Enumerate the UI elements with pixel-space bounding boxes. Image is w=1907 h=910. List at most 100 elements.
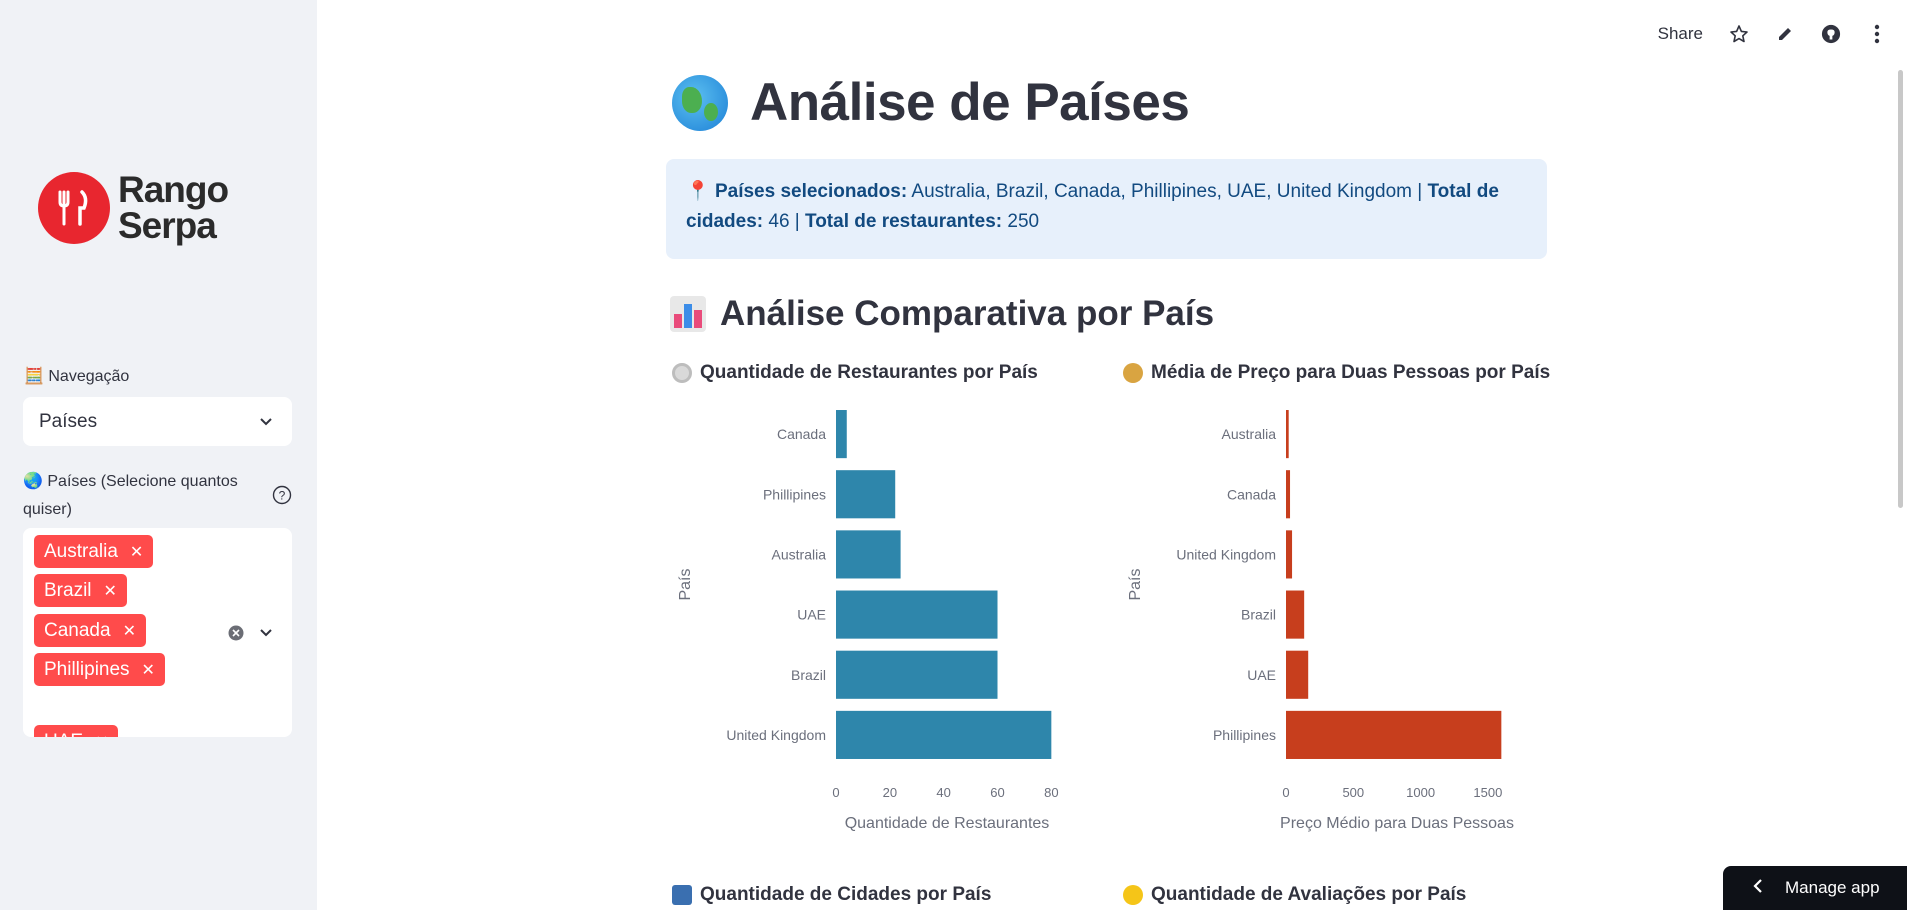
star-rating-icon [1123,885,1143,905]
chart-svg: Australia Canada United Kingdom Brazil UAE Ph… [1127,410,1514,832]
x-tick-label: 1000 [1406,785,1435,800]
remove-tag-icon[interactable]: ✕ [95,732,108,738]
x-tick-label: 500 [1342,785,1364,800]
category-label: Phillipines [763,486,826,502]
nav-select[interactable]: Países [23,397,292,446]
price-bar-chart: Australia Canada United Kingdom Brazil UAE Ph… [1110,400,1520,845]
scrollbar[interactable] [1898,70,1903,508]
x-tick-label: 80 [1044,785,1058,800]
bar-canada[interactable] [1286,470,1291,519]
country-tag[interactable]: Canada ✕ [34,614,146,647]
bar-brazil[interactable] [836,650,998,699]
chart-svg: Canada Phillipines Australia UAE Brazil Unite… [677,410,1059,832]
tag-label: Australia [44,540,118,562]
chevron-left-icon [1753,878,1763,899]
category-label: United Kingdom [726,727,826,743]
bar-brazil[interactable] [1286,590,1305,639]
category-label: Brazil [1241,607,1276,623]
top-toolbar: Share [1658,22,1887,46]
remove-tag-icon[interactable]: ✕ [122,622,136,640]
bar-united-kingdom[interactable] [1286,530,1293,579]
nav-select-value: Países [39,410,98,432]
page-title: Análise de Países [672,72,1190,133]
edit-icon[interactable] [1775,22,1795,46]
bar-canada[interactable] [836,410,847,459]
github-icon[interactable] [1821,22,1841,46]
x-tick-label: 40 [936,785,950,800]
restaurants-label: Total de restaurantes: [805,211,1003,232]
help-icon[interactable]: ? [272,485,292,510]
y-axis-label: País [677,568,694,600]
remove-tag-icon[interactable]: ✕ [103,582,117,600]
tag-label: Phillipines [44,658,130,680]
country-tag[interactable]: Phillipines ✕ [34,653,165,686]
pin-icon: 📍 [686,181,710,202]
x-axis-label: Quantidade de Restaurantes [845,815,1050,832]
category-label: United Kingdom [1176,546,1276,562]
countries-label: 🌏 Países (Selecione quantos quiser) [23,473,238,518]
page-title-text: Análise de Países [750,73,1190,132]
chart4-title-text: Quantidade de Avaliações por País [1151,884,1467,905]
country-tag[interactable]: Brazil ✕ [34,574,127,607]
category-label: Brazil [791,667,826,683]
restaurants-value: 250 [1002,211,1040,232]
section-title: Análise Comparativa por País [670,294,1214,334]
info-box: 📍 Países selecionados: Australia, Brazil… [666,159,1547,259]
money-bag-icon [1123,363,1143,383]
chevron-down-icon [258,413,274,435]
category-label: Canada [777,426,826,442]
restaurants-bar-chart: Canada Phillipines Australia UAE Brazil Unite… [660,400,1070,845]
logo-text: Rango Serpa [118,169,229,246]
category-label: UAE [797,607,826,623]
countries-multiselect[interactable]: Australia ✕ Brazil ✕ Canada ✕ Phillipines ✕ … [23,528,292,737]
chart3-title: Quantidade de Cidades por País [672,884,991,906]
remove-tag-icon[interactable]: ✕ [141,661,155,679]
bar-australia[interactable] [836,530,901,579]
more-icon[interactable] [1867,22,1887,46]
tag-label: Canada [44,619,111,641]
cities-value: 46 | [763,211,805,232]
bar-uae[interactable] [1286,650,1309,699]
chart1-title-text: Quantidade de Restaurantes por País [700,362,1038,383]
bar-chart-icon [670,296,706,332]
chart3-title-text: Quantidade de Cidades por País [700,884,992,905]
logo-line2: Serpa [118,205,217,246]
bar-australia[interactable] [1286,410,1289,459]
chart2-title-text: Média de Preço para Duas Pessoas por Paí… [1151,362,1551,383]
x-tick-label: 20 [883,785,897,800]
chevron-down-icon[interactable] [258,624,274,645]
clear-all-icon[interactable] [228,625,244,646]
x-axis-label: Preço Médio para Duas Pessoas [1280,815,1514,832]
y-axis-label: País [1127,568,1144,600]
chart1-title: Quantidade de Restaurantes por País [672,362,1038,384]
manage-app-label: Manage app [1785,878,1880,897]
tag-label: UAE [44,731,83,738]
x-tick-label: 0 [1282,785,1289,800]
nav-label: 🧮 Navegação [24,368,130,385]
country-tag[interactable]: Australia ✕ [34,535,154,568]
remove-tag-icon[interactable]: ✕ [129,543,144,561]
logo-icon [38,172,110,244]
category-label: Australia [772,546,827,562]
city-icon [672,885,692,905]
category-label: UAE [1247,667,1276,683]
logo-line1: Rango [118,169,229,210]
bar-uae[interactable] [836,590,998,639]
country-tag[interactable]: UAE ✕ [34,725,119,738]
chart4-title: Quantidade de Avaliações por País [1123,884,1466,906]
category-label: Phillipines [1213,727,1276,743]
star-icon[interactable] [1729,22,1749,46]
svg-text:?: ? [279,489,286,503]
bar-united-kingdom[interactable] [836,710,1052,759]
bar-phillipines[interactable] [1286,710,1502,759]
logo: Rango Serpa [38,169,229,246]
bar-phillipines[interactable] [836,470,896,519]
plate-icon [672,363,692,383]
globe-icon [672,74,728,131]
x-tick-label: 1500 [1473,785,1502,800]
share-button[interactable]: Share [1657,24,1703,43]
manage-app-button[interactable]: Manage app [1723,866,1907,910]
sidebar: Rango Serpa 🧮 Navegação Países 🌏 Países … [0,0,317,910]
section-title-text: Análise Comparativa por País [720,294,1215,333]
category-label: Canada [1227,486,1276,502]
